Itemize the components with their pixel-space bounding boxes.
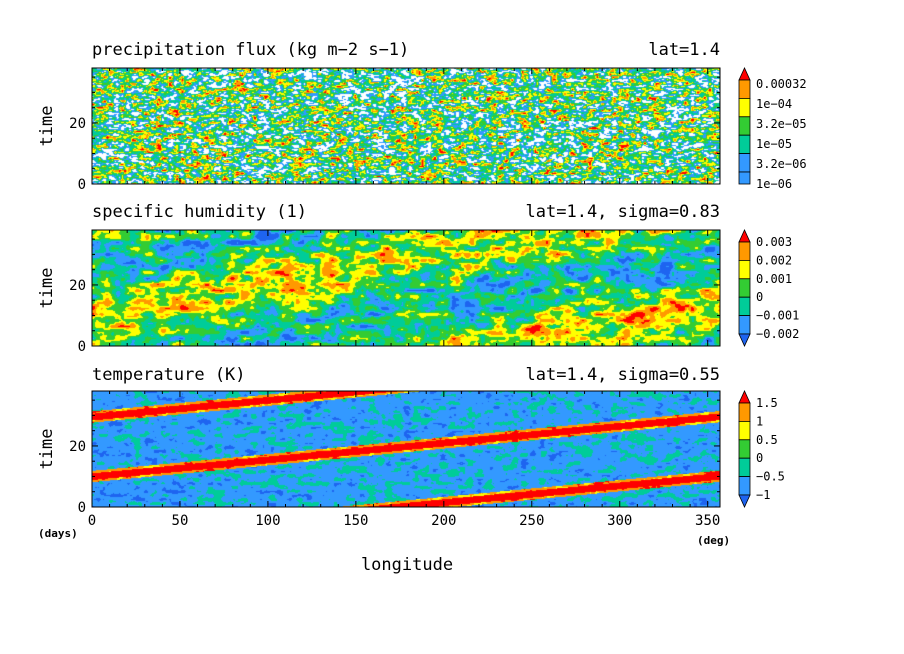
plot-frame bbox=[91, 390, 721, 508]
colorbar-swatch bbox=[738, 278, 751, 298]
colorbar-swatch bbox=[738, 171, 751, 185]
colorbar-label: 0.001 bbox=[756, 272, 792, 286]
x-tick-label: 150 bbox=[343, 513, 368, 529]
x-tick-label: 350 bbox=[695, 513, 720, 529]
y-tick-label: 20 bbox=[69, 439, 86, 455]
colorbar-label: 0 bbox=[756, 451, 763, 465]
y-tick-label: 0 bbox=[78, 177, 86, 193]
plot-frame bbox=[91, 67, 721, 185]
colorbar-swatch bbox=[738, 116, 751, 136]
panel-1-title: precipitation flux (kg m−2 s−1) bbox=[92, 40, 409, 60]
colorbar-label: 3.2e−06 bbox=[756, 157, 807, 171]
colorbar-top-arrow bbox=[738, 229, 751, 243]
panel-3-title: temperature (K) bbox=[92, 365, 246, 385]
colorbar-label: −0.002 bbox=[756, 327, 799, 341]
colorbar-swatch bbox=[738, 476, 751, 496]
colorbar-label: −0.001 bbox=[756, 309, 799, 323]
x-tick-label: 0 bbox=[88, 513, 96, 529]
colorbar-swatch bbox=[738, 402, 751, 422]
colorbar-label: 0 bbox=[756, 290, 763, 304]
x-tick-label: 50 bbox=[172, 513, 189, 529]
colorbar-bottom-arrow bbox=[738, 333, 751, 347]
colorbar-label: 0.003 bbox=[756, 235, 792, 249]
x-tick-label: 250 bbox=[519, 513, 544, 529]
colorbar-label: 1 bbox=[756, 414, 763, 428]
colorbar-swatch bbox=[738, 315, 751, 335]
panel-3-plot: 0 20 time 0 50 100 150 200 250 300 350 −1 −0.5 0 0.5 1 1… bbox=[37, 390, 785, 529]
colorbar-label: 0.002 bbox=[756, 253, 792, 267]
panel-1-plot: 0 20 time 1e−06 3.2e−06 1e−05 3.2e−05 1e−04 0.00… bbox=[37, 67, 807, 193]
panel-1-right-title: lat=1.4 bbox=[648, 40, 720, 60]
panel-2-right-title: lat=1.4, sigma=0.83 bbox=[526, 202, 720, 222]
x-tick-label: 200 bbox=[431, 513, 456, 529]
y-unit-label: (days) bbox=[38, 527, 78, 540]
y-tick-label: 20 bbox=[69, 116, 86, 132]
panel-2-title: specific humidity (1) bbox=[92, 202, 307, 222]
colorbar-label: 3.2e−05 bbox=[756, 117, 807, 131]
y-tick-label: 20 bbox=[69, 278, 86, 294]
y-tick-label: 0 bbox=[78, 339, 86, 355]
colorbar-top-arrow bbox=[738, 67, 751, 81]
heatmap-field bbox=[92, 68, 720, 184]
panel-2-plot: 0 20 time −0.002 −0.001 0 0.001 0.002 0.003 bbox=[37, 229, 799, 355]
y-axis-label: time bbox=[37, 429, 57, 470]
x-unit-label: (deg) bbox=[697, 534, 730, 547]
y-tick-label: 0 bbox=[78, 500, 86, 516]
colorbar-label: 1e−05 bbox=[756, 137, 792, 151]
colorbar-swatch bbox=[738, 457, 751, 478]
colorbar-swatch bbox=[738, 134, 751, 154]
colorbar-swatch bbox=[738, 79, 751, 99]
colorbar-top-arrow bbox=[738, 390, 751, 404]
colorbar-label: 1.5 bbox=[756, 396, 778, 410]
colorbar-label: −0.5 bbox=[756, 470, 785, 484]
colorbar-label: 1e−06 bbox=[756, 177, 792, 191]
colorbar-swatch bbox=[738, 420, 751, 441]
panel-3-right-title: lat=1.4, sigma=0.55 bbox=[526, 365, 720, 385]
x-axis-label: longitude bbox=[361, 555, 453, 575]
colorbar-label: 0.5 bbox=[756, 433, 778, 447]
colorbar-swatch bbox=[738, 259, 751, 280]
panel-precipitation: precipitation flux (kg m−2 s−1) lat=1.4 … bbox=[37, 40, 807, 193]
colorbar-swatch bbox=[738, 98, 751, 118]
colorbar-label: 1e−04 bbox=[756, 97, 792, 111]
y-axis-label: time bbox=[37, 106, 57, 147]
heatmap-field bbox=[92, 230, 720, 346]
panel-temperature: temperature (K) lat=1.4, sigma=0.55 0 20 t… bbox=[37, 365, 785, 529]
colorbar-swatch bbox=[738, 439, 751, 459]
heatmap-field bbox=[92, 391, 720, 507]
colorbar-bottom-arrow bbox=[738, 494, 751, 508]
x-tick-label: 100 bbox=[255, 513, 280, 529]
colorbar-swatch bbox=[738, 241, 751, 261]
y-axis-label: time bbox=[37, 268, 57, 309]
colorbar-swatch bbox=[738, 153, 751, 173]
colorbar-label: −1 bbox=[756, 488, 770, 502]
x-tick-label: 300 bbox=[607, 513, 632, 529]
panel-humidity: specific humidity (1) lat=1.4, sigma=0.8… bbox=[37, 202, 799, 355]
colorbar-swatch bbox=[738, 296, 751, 317]
plot-frame bbox=[91, 229, 721, 347]
colorbar-label: 0.00032 bbox=[756, 77, 807, 91]
